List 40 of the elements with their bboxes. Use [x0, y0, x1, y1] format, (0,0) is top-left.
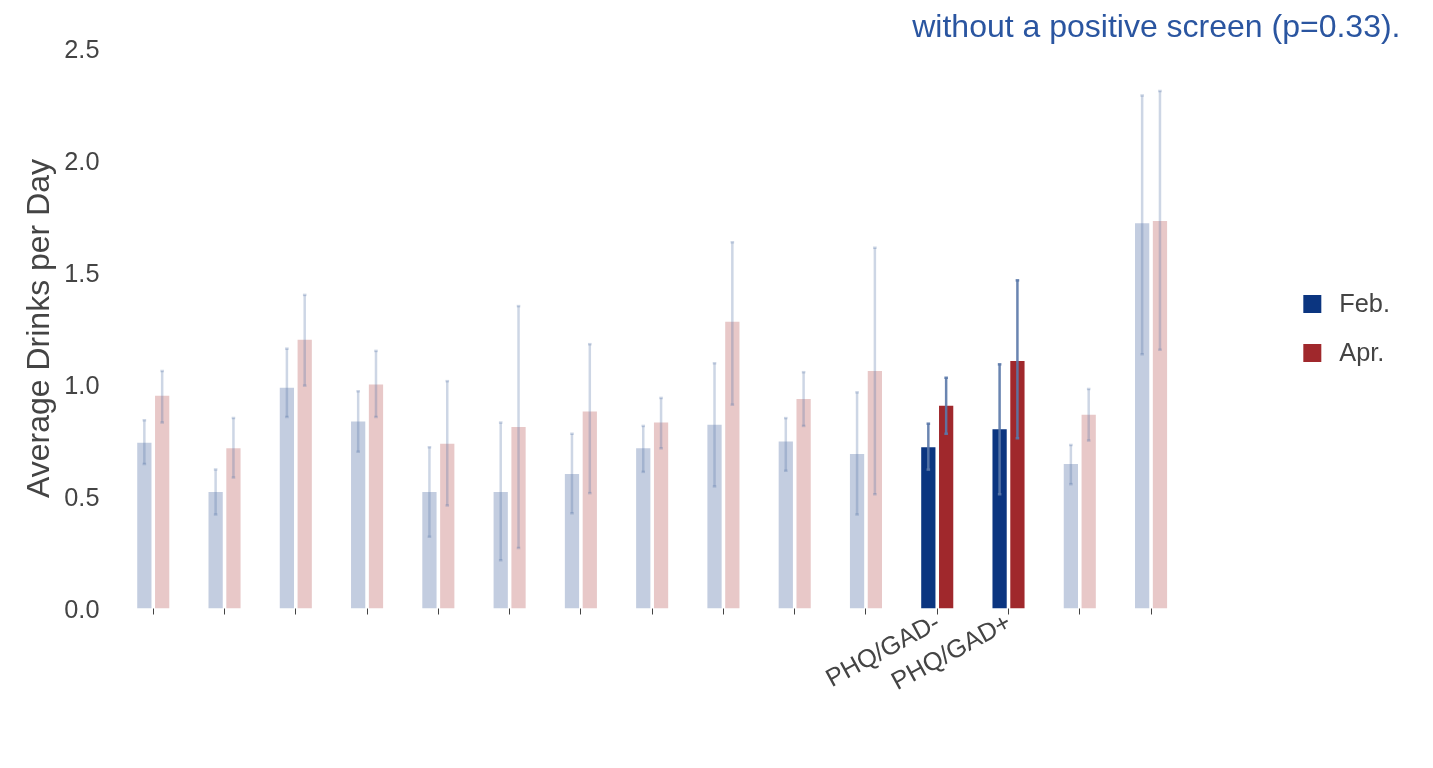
bar	[653, 422, 669, 609]
bar	[849, 453, 865, 609]
bar	[440, 443, 455, 609]
bar	[992, 429, 1007, 609]
bar	[939, 405, 954, 609]
bar	[1010, 360, 1025, 609]
y-tick-label: 2.5	[64, 34, 100, 63]
bar	[1135, 223, 1150, 609]
legend-label: Apr.	[1339, 338, 1385, 367]
bar	[725, 321, 740, 609]
y-tick-label: 0.0	[64, 594, 100, 623]
bar	[208, 492, 223, 609]
bar	[493, 492, 508, 609]
chart-title: without a positive screen (p=0.33).	[911, 7, 1401, 44]
bar	[1063, 464, 1078, 609]
bar	[137, 442, 152, 609]
y-tick-label: 1.0	[64, 370, 100, 399]
y-axis-title: Average Drinks per Day	[20, 158, 57, 499]
bar	[351, 421, 366, 609]
bar	[921, 447, 936, 609]
bar	[279, 387, 295, 609]
bar	[564, 474, 580, 609]
legend-label: Feb.	[1339, 289, 1390, 318]
bar	[867, 371, 883, 609]
bar	[368, 384, 384, 609]
bar	[226, 448, 241, 609]
bar	[511, 427, 526, 609]
bar	[1081, 414, 1096, 609]
bar	[422, 492, 437, 609]
bar	[155, 395, 170, 609]
y-tick-label: 2.0	[64, 146, 100, 175]
bar	[707, 424, 722, 609]
bar	[1152, 220, 1168, 609]
bar	[636, 448, 651, 609]
bar	[582, 411, 597, 609]
bar	[297, 339, 312, 609]
y-tick-label: 0.5	[64, 482, 100, 511]
bar	[796, 399, 811, 609]
bar	[778, 441, 793, 609]
y-tick-label: 1.5	[64, 258, 100, 287]
